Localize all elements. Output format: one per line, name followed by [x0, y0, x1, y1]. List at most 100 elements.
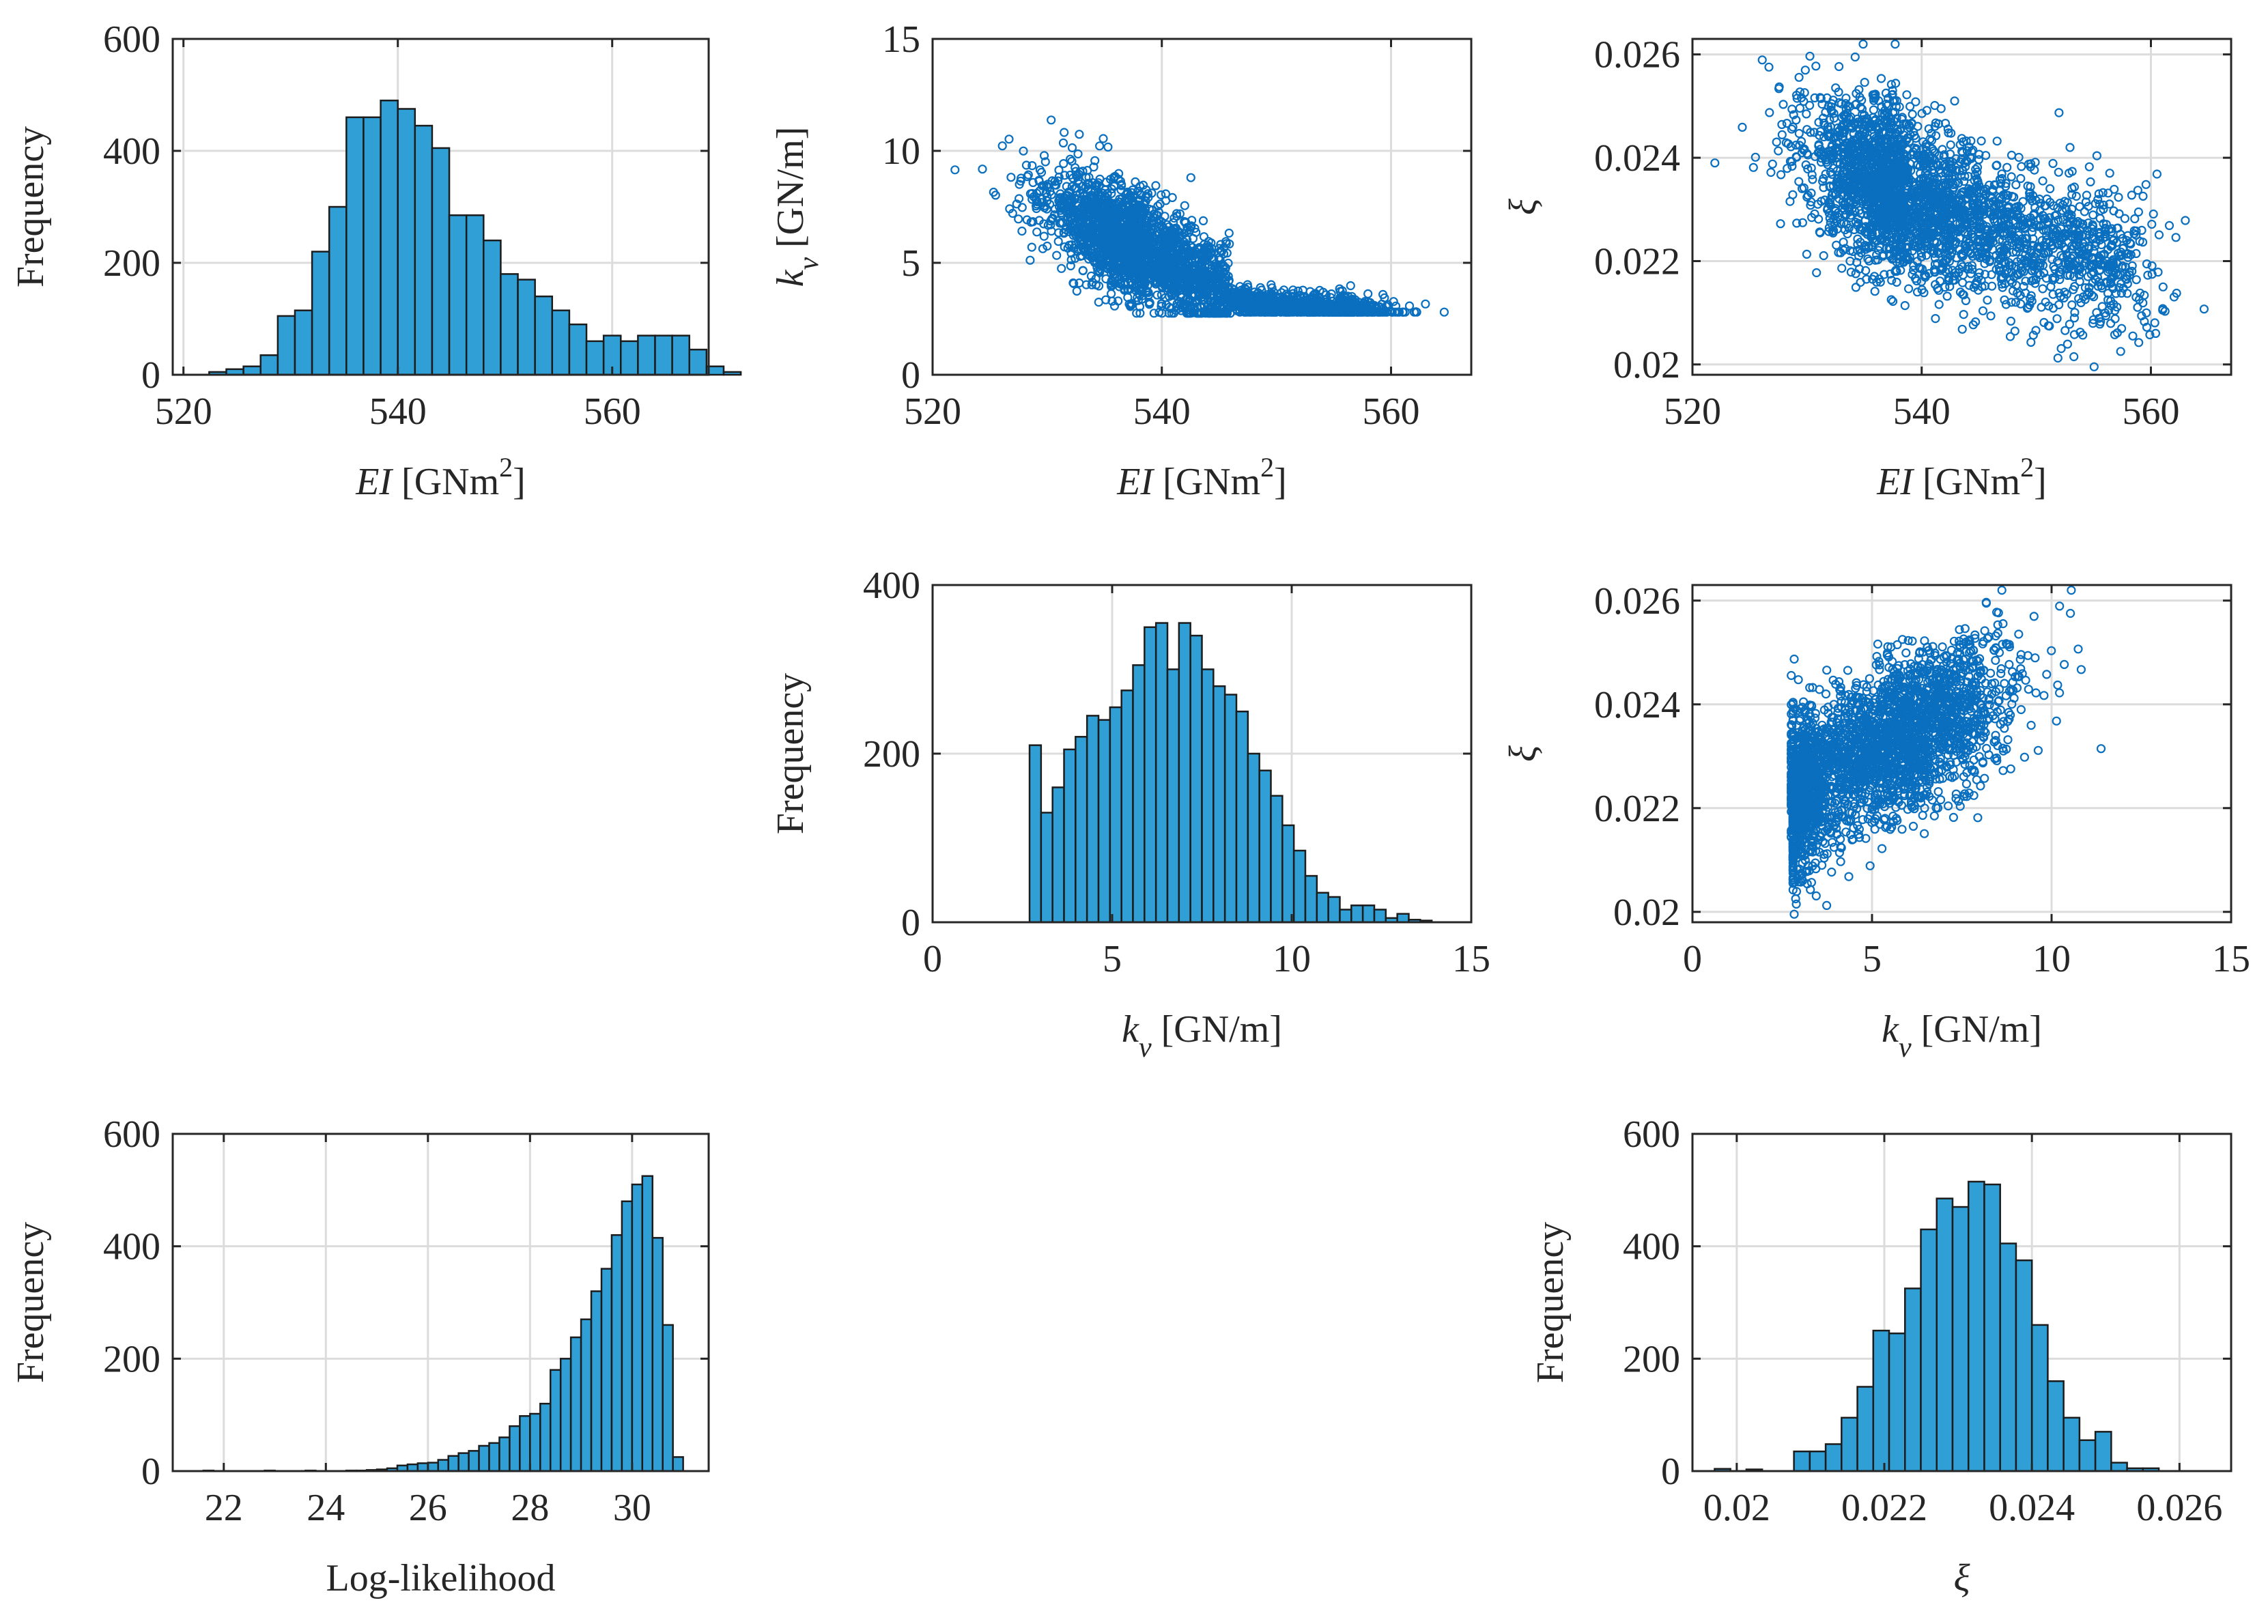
scatter-point [1116, 278, 1126, 287]
scatter-point [1040, 157, 1050, 167]
scatter-point [2086, 177, 2095, 186]
scatter-point [1114, 225, 1124, 234]
scatter-point [1412, 307, 1421, 317]
scatter-point [1170, 233, 1179, 243]
scatter-point [1067, 143, 1077, 153]
histogram-bar [465, 214, 485, 376]
scatter-point [1934, 300, 1944, 309]
scatter-point [1028, 177, 1038, 187]
scatter-point [2054, 108, 2064, 117]
scatter-point [1148, 246, 1158, 255]
scatter-point [1103, 198, 1113, 208]
scatter-point [2017, 162, 2026, 171]
scatter-point [1046, 220, 1055, 229]
scatter-point [1021, 160, 1032, 170]
scatter-point [1335, 287, 1345, 296]
histogram-bar [568, 323, 588, 376]
scatter-point [1094, 141, 1105, 151]
scatter-point [1181, 286, 1191, 296]
histogram-bar [431, 147, 451, 376]
scatter-point [1787, 161, 1797, 171]
scatter-point [2116, 279, 2126, 289]
scatter-point [1065, 154, 1075, 164]
scatter-point [1075, 167, 1085, 177]
scatter-point [1766, 167, 1776, 177]
scatter-point [1131, 235, 1140, 244]
scatter-point [2011, 180, 2021, 190]
scatter-point [1824, 132, 1833, 141]
scatter-point [1986, 311, 1996, 321]
scatter-point [1025, 189, 1036, 199]
scatter-point [1119, 264, 1129, 274]
y-tick-label: 0 [901, 354, 920, 397]
scatter-point [1891, 79, 1901, 88]
scatter-point [1081, 200, 1091, 210]
x-axis-label: EI [GNm2] [1116, 452, 1287, 503]
x-tick-label: 540 [369, 390, 427, 433]
scatter-point [2052, 314, 2062, 324]
scatter-point [1064, 227, 1073, 236]
scatter-point [2153, 268, 2163, 277]
scatter-point [1151, 181, 1161, 190]
scatter-point [997, 141, 1007, 151]
scatter-point [1347, 307, 1357, 317]
scatter-point [1012, 199, 1021, 209]
scatter-point [1200, 240, 1209, 249]
scatter-point [1210, 263, 1220, 272]
scatter-point [1266, 280, 1276, 289]
scatter-point [1186, 223, 1195, 232]
scatter-point [2117, 324, 2127, 333]
scatter-point [1107, 199, 1117, 210]
scatter-point [1060, 128, 1069, 137]
scatter-point [1017, 226, 1027, 236]
scatter-point [1165, 232, 1175, 242]
scatter-point [1068, 210, 1079, 220]
scatter-point [1072, 286, 1081, 296]
scatter-point [1114, 249, 1124, 259]
scatter-point [1130, 248, 1140, 258]
scatter-point [1180, 266, 1190, 276]
scatter-point [2150, 318, 2159, 328]
scatter-point [1144, 298, 1154, 307]
scatter-point [1126, 300, 1135, 310]
scatter-point [1827, 106, 1837, 116]
scatter-point [1880, 270, 1889, 279]
scatter-point [1324, 307, 1334, 317]
scatter-point [2094, 189, 2103, 199]
scatter-point [1153, 201, 1163, 211]
scatter-point [1205, 245, 1215, 255]
scatter-point [1189, 291, 1198, 302]
scatter-point [1439, 307, 1449, 317]
scatter-point [1777, 119, 1787, 129]
scatter-point [1181, 240, 1191, 250]
scatter-point [1134, 235, 1144, 244]
scatter-point [2005, 332, 2015, 341]
scatter-point [1931, 118, 1940, 128]
scatter-point [1142, 191, 1151, 201]
y-tick-label: 5 [901, 242, 920, 285]
histogram-bar [671, 334, 690, 376]
histogram-bar [534, 295, 554, 376]
scatter-point [1008, 208, 1017, 218]
scatter-point [1872, 250, 1882, 259]
scatter-points [1710, 39, 2209, 371]
scatter-point [2088, 210, 2098, 220]
scatter-point [1398, 307, 1408, 317]
x-tick-label: 560 [584, 390, 641, 433]
scatter-point [1229, 296, 1238, 305]
scatter-point [1791, 115, 1801, 125]
scatter-point [1086, 239, 1096, 248]
scatter-point [1167, 245, 1176, 255]
scatter-point [2016, 299, 2026, 309]
scatter-point [1811, 61, 1821, 71]
scatter-point [1152, 290, 1162, 300]
histogram-bar [483, 239, 502, 376]
scatter-point [1180, 216, 1189, 227]
scatter-point [1279, 298, 1288, 307]
scatter-point [2069, 313, 2079, 323]
scatter-point [1106, 279, 1116, 288]
scatter-point [1182, 309, 1192, 318]
